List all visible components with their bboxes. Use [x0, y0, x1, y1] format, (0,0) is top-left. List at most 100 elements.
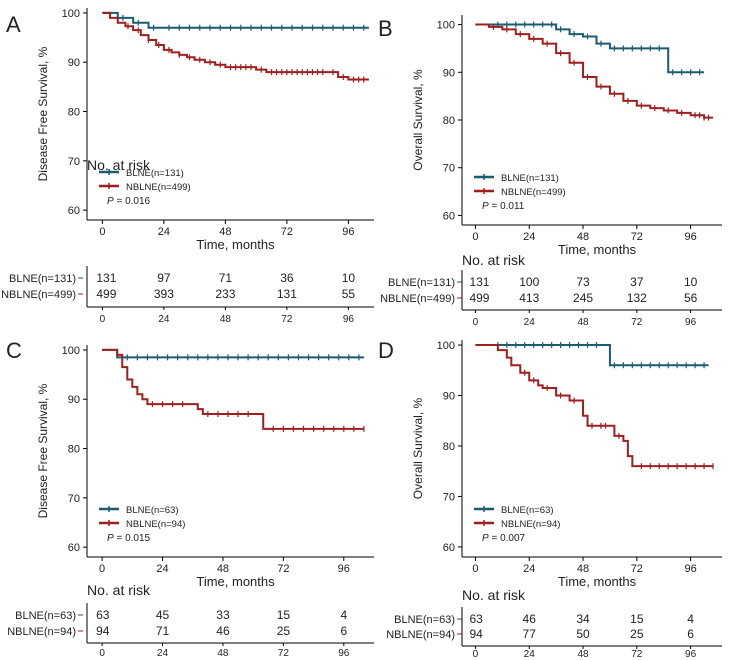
x-tick-label: 24 [523, 231, 535, 243]
risk-count: 50 [576, 627, 590, 641]
risk-count: 71 [219, 271, 233, 285]
risk-row-label-blne: BLNE(n=131) [9, 273, 76, 285]
y-tick-label: 80 [68, 444, 80, 456]
p-value: = 0.016 [114, 196, 151, 207]
risk-x-tick-label: 48 [577, 649, 589, 660]
p-value: = 0.015 [114, 533, 151, 544]
risk-row-label-blne: BLNE(n=63) [394, 614, 455, 626]
x-tick-label: 48 [219, 226, 231, 238]
risk-x-tick-label: 0 [100, 314, 106, 325]
x-tick-label: 48 [217, 563, 229, 575]
risk-x-tick-label: 72 [281, 314, 293, 325]
p-value: = 0.011 [489, 201, 525, 212]
y-tick-label: 70 [68, 156, 80, 168]
risk-x-tick-label: 0 [99, 648, 105, 659]
y-tick-label: 90 [443, 391, 455, 403]
risk-x-tick-label: 96 [685, 649, 697, 660]
x-tick-label: 0 [472, 231, 478, 243]
risk-count: 77 [523, 627, 537, 641]
risk-count: 46 [216, 624, 230, 638]
km-curve-blne [475, 344, 709, 367]
risk-x-tick-label: 48 [217, 648, 229, 659]
risk-count: 15 [277, 608, 291, 622]
y-tick-label: 60 [68, 205, 80, 217]
x-tick-label: 72 [631, 563, 643, 575]
legend-label-nblne: NBLNE(n=499) [126, 182, 191, 193]
panel-letter: D [378, 338, 394, 363]
x-tick-label: 24 [156, 563, 168, 575]
km-curve-nblne [475, 344, 714, 468]
panel-letter: A [6, 12, 21, 37]
y-tick-label: 60 [443, 210, 455, 222]
y-tick-label: 80 [443, 441, 455, 453]
risk-table-title: No. at risk [462, 252, 526, 268]
risk-table-title: No. at risk [462, 587, 526, 603]
risk-count: 36 [280, 271, 294, 285]
risk-count: 499 [469, 291, 489, 305]
x-tick-label: 24 [523, 563, 535, 575]
km-curve-nblne [475, 23, 714, 119]
x-tick-label: 48 [577, 231, 589, 243]
risk-count: 37 [630, 275, 644, 289]
y-tick-label: 100 [62, 345, 80, 357]
y-tick-label: 100 [437, 20, 455, 32]
risk-count: 94 [469, 627, 483, 641]
risk-x-tick-label: 24 [157, 648, 169, 659]
risk-count: 100 [519, 275, 539, 289]
x-axis-label: Time, months [196, 574, 275, 589]
risk-count: 6 [687, 627, 694, 641]
legend-label-nblne: NBLNE(n=499) [501, 187, 566, 198]
y-tick-label: 70 [68, 493, 80, 505]
risk-x-tick-label: 48 [577, 317, 589, 328]
x-tick-label: 0 [99, 563, 105, 575]
risk-count: 34 [576, 612, 590, 626]
risk-count: 4 [687, 612, 694, 626]
risk-count: 63 [96, 608, 110, 622]
p-value-text: P = 0.007 [482, 533, 526, 544]
y-tick-label: 60 [68, 542, 80, 554]
x-tick-label: 72 [631, 231, 643, 243]
risk-count: 73 [576, 275, 590, 289]
risk-table-title: No. at risk [87, 157, 151, 173]
legend-label-nblne: NBLNE(n=94) [126, 519, 185, 530]
p-value-text: P = 0.011 [482, 201, 525, 212]
risk-count: 131 [469, 275, 489, 289]
risk-count: 55 [342, 287, 356, 301]
p-value: = 0.007 [489, 533, 526, 544]
p-value-text: P = 0.015 [107, 533, 151, 544]
km-curve-blne [102, 11, 369, 29]
x-tick-label: 96 [684, 563, 696, 575]
y-axis-label: Disease Free Survival, % [36, 383, 50, 518]
x-axis-label: Time, months [558, 574, 637, 589]
legend-label-blne: BLNE(n=63) [501, 505, 554, 516]
y-axis-label: Overall Survival, % [411, 69, 425, 171]
p-label: P [482, 533, 489, 544]
x-tick-label: 24 [158, 226, 170, 238]
y-tick-label: 70 [443, 491, 455, 503]
risk-x-tick-label: 0 [473, 649, 479, 660]
y-tick-label: 100 [62, 8, 80, 20]
risk-row-label-nblne: NBLNE(n=499) [380, 293, 455, 305]
x-axis-label: Time, months [558, 242, 637, 257]
risk-count: 10 [684, 275, 698, 289]
risk-count: 94 [96, 624, 110, 638]
risk-count: 56 [684, 291, 698, 305]
legend-label-nblne: NBLNE(n=94) [501, 519, 560, 530]
risk-count: 245 [573, 291, 593, 305]
risk-count: 25 [630, 627, 644, 641]
p-label: P [107, 196, 114, 207]
risk-count: 233 [215, 287, 235, 301]
risk-x-tick-label: 24 [524, 649, 536, 660]
y-tick-label: 80 [443, 115, 455, 127]
km-curve-blne [475, 23, 705, 74]
risk-x-tick-label: 72 [278, 648, 290, 659]
p-value-text: P = 0.016 [107, 196, 151, 207]
risk-count: 10 [342, 271, 356, 285]
risk-x-tick-label: 96 [338, 648, 350, 659]
risk-x-tick-label: 96 [685, 317, 697, 328]
risk-row-label-blne: BLNE(n=63) [15, 610, 76, 622]
risk-count: 63 [469, 612, 483, 626]
legend-label-blne: BLNE(n=63) [126, 505, 179, 516]
